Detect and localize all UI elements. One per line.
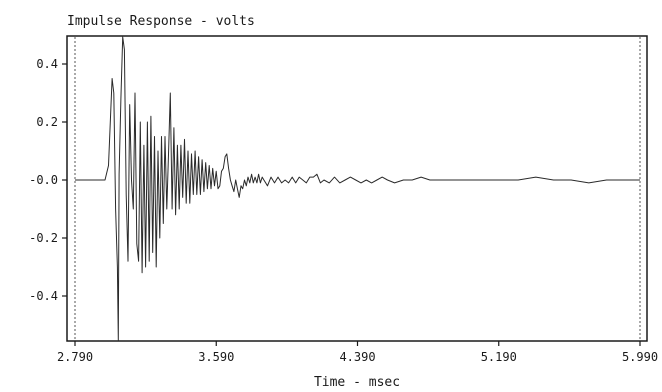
y-tick-label: 0.4 [36,57,58,71]
chart-title: Impulse Response - volts [67,14,255,29]
x-tick-label: 2.790 [57,350,93,364]
x-tick-label: 4.390 [339,350,375,364]
x-tick-label: 5.990 [622,350,658,364]
x-axis: 2.790 3.590 4.390 5.190 5.990 [57,341,658,364]
impulse-response-series [75,36,640,341]
x-axis-label: Time - msec [314,375,400,390]
y-tick-label: 0.2 [36,115,58,129]
y-tick-label: -0.2 [29,231,58,245]
x-tick-label: 5.190 [481,350,517,364]
y-tick-label: -0.0 [29,173,58,187]
x-tick-label: 3.590 [198,350,234,364]
y-tick-label: -0.4 [29,289,58,303]
y-axis: 0.4 0.2 -0.0 -0.2 -0.4 [29,57,67,303]
